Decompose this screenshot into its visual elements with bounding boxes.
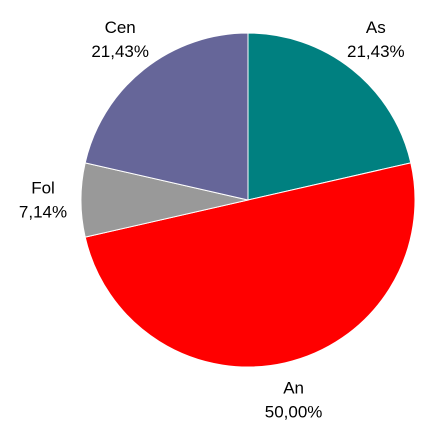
slice-label: An: [283, 378, 304, 397]
pie-slice: [247, 32, 412, 201]
slice-value-label: 50,00%: [265, 402, 323, 421]
slice-label: As: [366, 18, 386, 37]
slice-value-label: 7,14%: [19, 202, 67, 221]
slice-label: Fol: [31, 178, 55, 197]
slice-label: Cen: [105, 18, 136, 37]
pie-slice: [84, 162, 416, 368]
slice-value-label: 21,43%: [347, 42, 405, 61]
pie-slice: [84, 32, 249, 201]
slice-value-label: 21,43%: [91, 42, 149, 61]
